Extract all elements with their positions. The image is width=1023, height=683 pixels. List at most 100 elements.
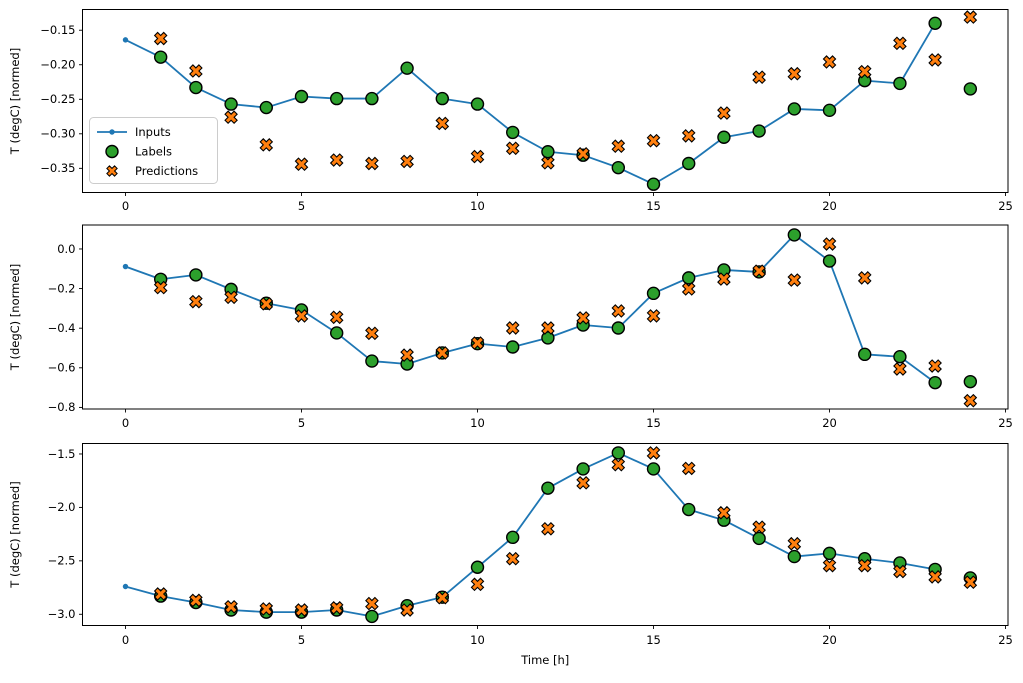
predictions-point (963, 575, 978, 590)
labels-point (365, 609, 379, 624)
labels-point (822, 546, 837, 561)
y-tick-label: −0.8 (48, 400, 76, 414)
predictions-point (681, 129, 696, 143)
predictions-point (681, 282, 696, 296)
y-axis-label: T (degC) [normed] (8, 264, 22, 371)
predictions-point (963, 393, 978, 408)
predictions-point (224, 599, 238, 614)
predictions-point (400, 603, 414, 617)
predictions-point (329, 310, 344, 325)
predictions-point (857, 271, 872, 285)
labels-point (928, 375, 942, 390)
labels-point (506, 530, 520, 545)
labels-point (822, 254, 837, 268)
predictions-point (576, 311, 590, 325)
x-tick-label: 15 (646, 633, 661, 647)
y-tick-label: 0.0 (57, 242, 75, 256)
x-tick-label: 10 (470, 633, 485, 647)
predictions-point (646, 446, 661, 460)
predictions-point (153, 587, 168, 601)
predictions-point (435, 590, 450, 605)
x-axis-label: Time [h] (520, 653, 569, 667)
legend-item-label: Inputs (135, 125, 171, 139)
predictions-point (717, 272, 731, 286)
predictions-point (787, 536, 802, 551)
x-tick-label: 20 (822, 633, 837, 647)
labels-point (717, 130, 731, 144)
predictions-point (470, 577, 485, 592)
predictions-point (294, 157, 309, 172)
labels-point (611, 160, 626, 175)
predictions-point (822, 55, 837, 69)
predictions-point (505, 551, 520, 566)
labels-point (506, 340, 520, 354)
predictions-point (857, 558, 872, 573)
legend-item-label: Predictions (135, 164, 198, 178)
y-tick-label: −0.2 (48, 281, 76, 295)
predictions-point (611, 457, 626, 472)
labels-point (682, 502, 696, 517)
predictions-point (224, 110, 238, 125)
predictions-point (259, 138, 274, 152)
predictions-point (893, 36, 907, 51)
labels-point (682, 156, 696, 171)
predictions-point (928, 53, 942, 67)
labels-point (611, 446, 626, 460)
predictions-point (400, 348, 414, 362)
subplot-middle: 0.0 −0.2 −0.4 −0.6 −0.8 0 5 10 15 20 25 T (degC) [n… (8, 224, 1013, 430)
inputs-point (122, 37, 129, 43)
predictions-point (928, 359, 942, 373)
predictions-point (470, 149, 485, 164)
labels-point (189, 80, 203, 95)
labels-point (470, 560, 485, 574)
labels-point (365, 91, 379, 106)
predictions-point (857, 64, 872, 79)
x-tick-label: 15 (646, 416, 661, 430)
predictions-point (541, 521, 555, 536)
predictions-point (259, 297, 274, 311)
labels-point (153, 50, 168, 64)
predictions-point (822, 558, 837, 573)
labels-point (470, 97, 485, 111)
x-tick-label: 10 (470, 199, 485, 213)
x-tick-label: 0 (122, 199, 129, 213)
predictions-point (189, 593, 203, 608)
y-tick-label: −0.30 (40, 127, 75, 141)
labels-point (787, 549, 802, 564)
y-tick-label: −0.4 (48, 321, 76, 335)
y-tick-label: −0.15 (40, 23, 75, 37)
y-tick-label: −1.5 (48, 447, 76, 461)
x-tick-label: 5 (298, 199, 305, 213)
labels-point (646, 286, 661, 301)
labels-point (329, 91, 344, 106)
y-tick-label: −0.25 (40, 92, 75, 106)
predictions-point (541, 155, 555, 170)
y-tick-label: −0.6 (48, 361, 76, 375)
predictions-point (646, 133, 661, 148)
labels-point (541, 481, 555, 495)
x-tick-label: 15 (646, 199, 661, 213)
predictions-point (893, 564, 907, 579)
x-tick-label: 0 (122, 416, 129, 430)
predictions-point (893, 362, 907, 376)
labels-point (224, 97, 238, 111)
predictions-point (259, 602, 274, 616)
predictions-point (505, 321, 520, 335)
labels-point (928, 16, 942, 31)
y-tick-label: −0.35 (40, 161, 75, 175)
predictions-point (928, 570, 942, 584)
legend-item-label: Labels (135, 145, 172, 159)
labels-point (646, 177, 661, 191)
y-tick-label: −2.5 (48, 554, 76, 568)
predictions-point (611, 304, 626, 318)
inputs-point (122, 263, 129, 270)
subplot-bottom: −1.5 −2.0 −2.5 −3.0 0 5 10 15 20 25 T (degC) [norm… (8, 443, 1013, 667)
labels-point (506, 125, 520, 140)
labels-point (435, 91, 450, 106)
predictions-point (365, 156, 379, 171)
legend: Inputs Labels Predictions (89, 117, 218, 184)
labels-point (752, 531, 766, 546)
predictions-point (365, 596, 379, 611)
predictions-point (224, 290, 238, 305)
